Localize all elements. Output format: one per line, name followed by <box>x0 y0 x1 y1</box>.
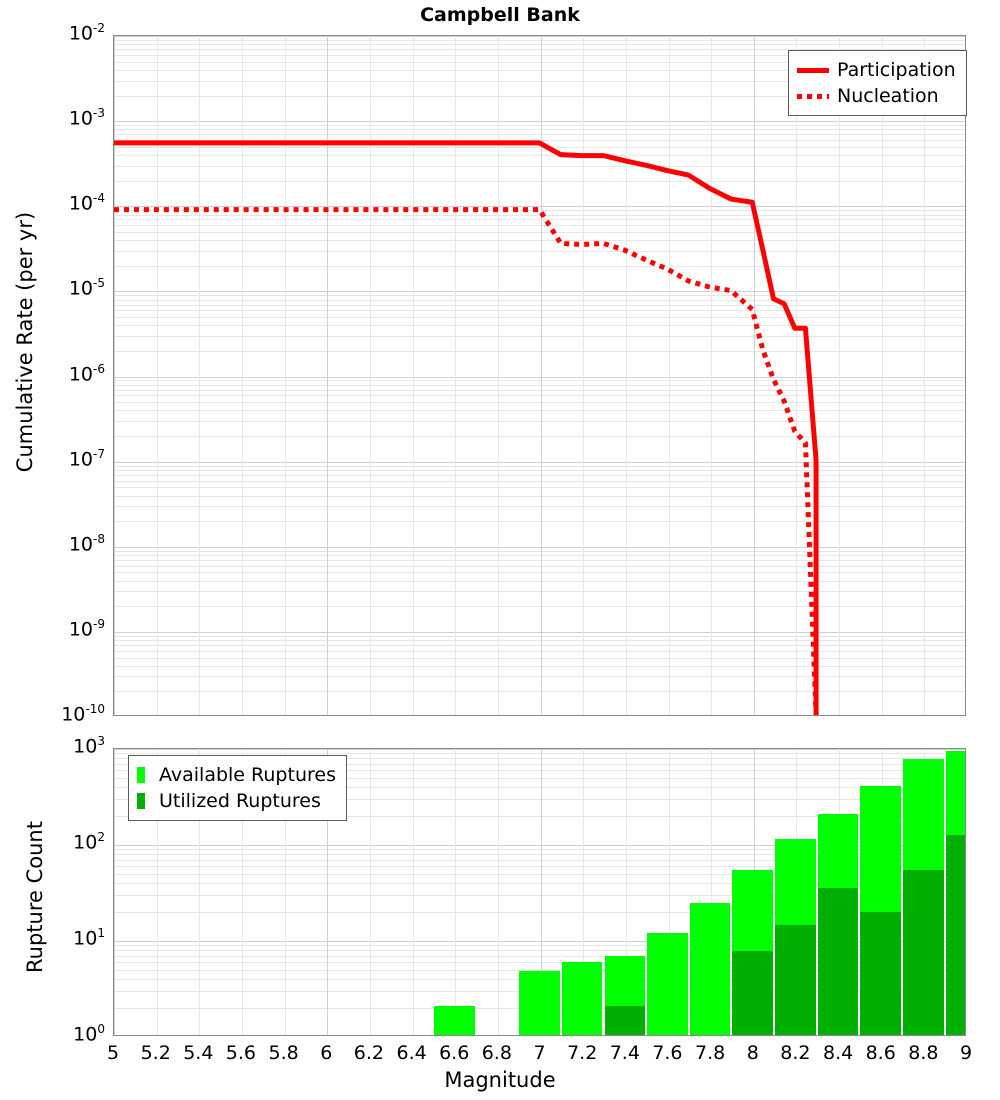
legend-label: Utilized Ruptures <box>159 790 321 812</box>
chart-page: Campbell Bank Cumulative Rate (per yr) R… <box>0 0 1000 1100</box>
legend-label: Available Ruptures <box>159 764 336 786</box>
legend-swatch <box>137 767 153 783</box>
rupture-bar <box>732 870 773 1035</box>
rupture-bar <box>647 933 688 1035</box>
available-segment <box>519 971 560 1035</box>
rupture-bar <box>519 971 560 1035</box>
cumulative-rate-plot <box>113 35 966 716</box>
y-tick-label: 10-6 <box>5 362 105 385</box>
available-segment <box>562 962 603 1035</box>
y-tick-label: 10-3 <box>5 106 105 129</box>
y-tick-label: 10-9 <box>5 617 105 640</box>
legend-label: Nucleation <box>837 85 939 107</box>
y-tick-label: 10-10 <box>5 702 105 725</box>
bottom-legend: Available Ruptures Utilized Ruptures <box>128 755 347 821</box>
x-tick-label: 9 <box>936 1042 996 1064</box>
utilized-segment <box>860 912 901 1035</box>
top-legend: Participation Nucleation <box>788 50 967 116</box>
rupture-bar <box>860 786 901 1035</box>
utilized-segment <box>818 888 859 1035</box>
rate-curves <box>114 36 965 715</box>
bottom-y-axis-title: Rupture Count <box>23 752 47 1042</box>
utilized-segment <box>903 870 944 1036</box>
legend-swatch <box>137 793 153 809</box>
y-tick-label: 10-2 <box>5 21 105 44</box>
legend-item: Utilized Ruptures <box>137 788 336 814</box>
legend-item: Participation <box>797 57 956 83</box>
utilized-segment <box>605 1006 646 1035</box>
y-tick-label: 103 <box>5 734 105 757</box>
y-tick-label: 10-4 <box>5 191 105 214</box>
rupture-bar <box>690 903 731 1036</box>
utilized-segment <box>732 951 773 1035</box>
rupture-bar <box>775 839 816 1035</box>
legend-line-solid <box>797 68 831 73</box>
page-title: Campbell Bank <box>0 4 1000 26</box>
legend-item: Nucleation <box>797 83 956 109</box>
legend-label: Participation <box>837 59 956 81</box>
y-tick-label: 10-7 <box>5 447 105 470</box>
y-tick-label: 10-5 <box>5 276 105 299</box>
rupture-bar <box>946 751 966 1035</box>
legend-item: Available Ruptures <box>137 762 336 788</box>
rupture-bar <box>903 759 944 1035</box>
x-axis-title: Magnitude <box>0 1068 1000 1092</box>
utilized-segment <box>775 925 816 1035</box>
available-segment <box>434 1006 475 1035</box>
rupture-bar <box>434 1006 475 1035</box>
legend-line-dotted <box>797 94 831 99</box>
y-tick-label: 101 <box>5 926 105 949</box>
rupture-bar <box>605 956 646 1035</box>
available-segment <box>647 933 688 1035</box>
rupture-bar <box>818 814 859 1035</box>
utilized-segment <box>946 835 966 1035</box>
available-segment <box>690 903 731 1036</box>
rupture-bar <box>562 962 603 1035</box>
y-tick-label: 10-8 <box>5 532 105 555</box>
y-tick-label: 102 <box>5 830 105 853</box>
